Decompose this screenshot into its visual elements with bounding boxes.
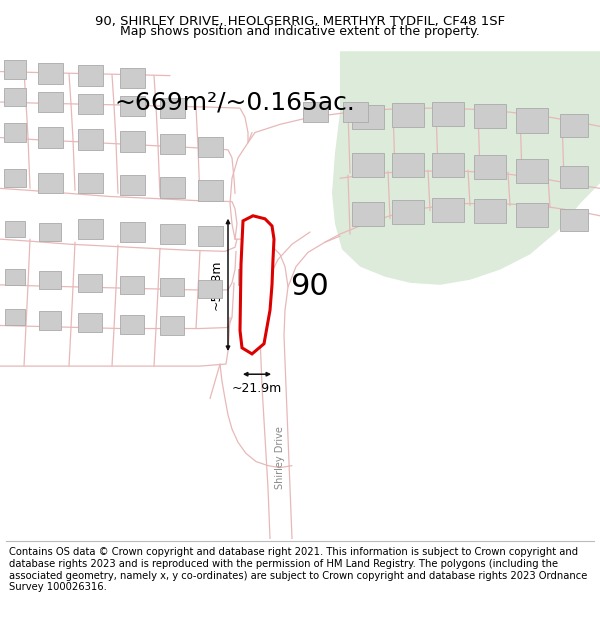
Bar [392,103,424,127]
Bar [160,316,184,334]
Bar [120,276,144,294]
Bar [516,202,548,227]
Bar [160,224,185,244]
Bar [197,136,223,157]
Bar [474,104,506,129]
Bar [560,166,588,188]
Bar [77,66,103,86]
Bar [352,201,384,226]
Bar [77,173,103,194]
Bar [5,221,25,237]
Text: ~21.9m: ~21.9m [232,382,282,396]
Text: ~669m²/~0.165ac.: ~669m²/~0.165ac. [115,90,355,114]
Bar [239,308,257,322]
Bar [392,199,424,224]
Bar [119,131,145,152]
Polygon shape [240,216,274,354]
Bar [160,98,185,118]
Bar [560,209,588,231]
Bar [474,155,506,179]
Text: 90, SHIRLEY DRIVE, HEOLGERRIG, MERTHYR TYDFIL, CF48 1SF: 90, SHIRLEY DRIVE, HEOLGERRIG, MERTHYR T… [95,16,505,28]
Bar [4,169,26,187]
Bar [560,114,588,136]
Bar [77,219,103,239]
Bar [352,152,384,178]
Bar [4,88,26,106]
Bar [119,96,145,116]
Bar [516,159,548,183]
Bar [77,129,103,150]
Bar [474,199,506,223]
Bar [432,102,464,126]
Bar [392,152,424,178]
Bar [302,102,328,122]
Bar [4,61,26,79]
Text: Contains OS data © Crown copyright and database right 2021. This information is : Contains OS data © Crown copyright and d… [9,548,587,592]
Bar [77,94,103,114]
Polygon shape [332,51,600,285]
Bar [5,269,25,285]
Bar [37,63,62,84]
Bar [119,175,145,196]
Bar [37,173,62,194]
Bar [160,134,185,154]
Text: Map shows position and indicative extent of the property.: Map shows position and indicative extent… [120,26,480,39]
Bar [119,68,145,88]
Bar [197,180,223,201]
Bar [5,309,25,326]
Bar [119,222,145,242]
Bar [78,313,102,331]
Bar [352,105,384,129]
Bar [432,152,464,178]
Bar [4,123,26,142]
Bar [343,102,367,122]
Bar [160,278,184,296]
Bar [432,198,464,222]
Bar [37,92,62,112]
Text: Shirley Drive: Shirley Drive [275,426,285,489]
Bar [39,271,61,289]
Bar [120,315,144,334]
Bar [160,177,185,198]
Bar [197,226,223,246]
Text: ~59.8m: ~59.8m [210,259,223,310]
Bar [39,223,61,241]
Bar [516,108,548,132]
Bar [39,311,61,329]
Bar [37,127,62,148]
Bar [78,274,102,292]
Text: 90: 90 [290,272,329,301]
Bar [198,280,222,298]
Bar [238,269,258,285]
